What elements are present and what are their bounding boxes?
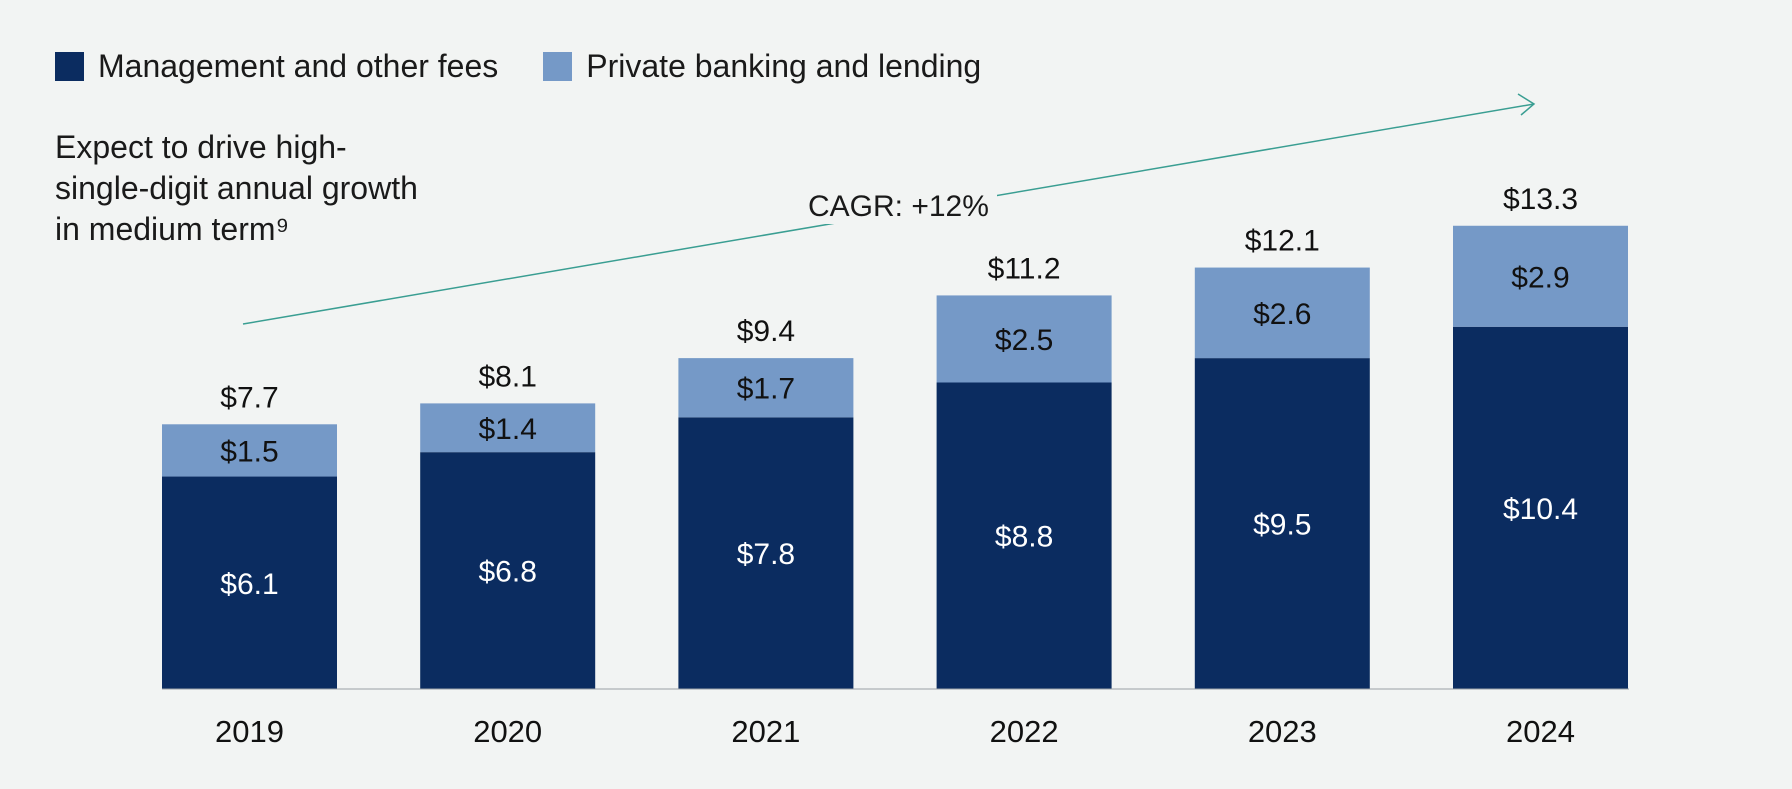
value-label-private-2022: $2.5 [995,324,1053,357]
value-label-management-2021: $7.8 [737,538,795,571]
growth-note-line-3: in medium term⁹ [55,211,290,247]
x-tick-label-2020: 2020 [473,714,542,749]
bar-management-2020 [420,452,596,689]
value-label-management-2022: $8.8 [995,521,1053,554]
total-label-2019: $7.7 [220,381,278,414]
bar-private-2022 [936,295,1112,383]
growth-note-line-2: single-digit annual growth [55,170,418,206]
cagr-arrow-head [1517,93,1536,116]
total-label-2021: $9.4 [737,315,795,348]
legend-item-management: Management and other fees [55,48,498,85]
bar-management-2023 [1194,358,1370,689]
value-label-private-2021: $1.7 [737,373,795,406]
bar-private-2024 [1453,225,1628,327]
bar-management-2021 [678,417,854,689]
bar-management-2022 [936,382,1112,689]
bar-private-2020 [420,403,596,453]
value-label-private-2024: $2.9 [1511,261,1569,294]
bar-private-2019 [162,424,337,477]
value-label-private-2019: $1.5 [220,435,278,468]
total-label-2024: $13.3 [1503,183,1578,216]
value-label-management-2024: $10.4 [1503,493,1578,526]
x-tick-label-2021: 2021 [731,714,800,749]
total-label-2023: $12.1 [1245,225,1320,258]
legend-swatch-private [543,52,573,81]
legend-swatch-management [55,52,84,81]
growth-note: Expect to drive high- single-digit annua… [55,127,475,250]
bar-private-2021 [678,358,854,418]
total-label-2020: $8.1 [479,360,537,393]
x-tick-label-2024: 2024 [1506,714,1575,749]
value-label-management-2020: $6.8 [479,556,537,589]
value-label-private-2023: $2.6 [1253,298,1311,331]
x-tick-label-2023: 2023 [1248,714,1317,749]
x-tick-label-2022: 2022 [990,714,1059,749]
total-label-2022: $11.2 [988,252,1061,285]
legend-label-private: Private banking and lending [586,48,982,84]
legend-item-private: Private banking and lending [543,48,981,85]
value-label-management-2023: $9.5 [1253,509,1311,542]
value-label-private-2020: $1.4 [479,413,537,446]
bar-private-2023 [1194,267,1370,359]
legend-label-management: Management and other fees [98,48,499,84]
growth-note-line-1: Expect to drive high- [55,129,347,165]
value-label-management-2019: $6.1 [220,568,278,601]
cagr-label: CAGR: +12% [800,190,997,224]
bar-management-2019 [162,476,337,689]
legend: Management and other fees Private bankin… [55,48,1026,85]
x-tick-label-2019: 2019 [215,714,284,749]
bar-management-2024 [1453,326,1628,689]
